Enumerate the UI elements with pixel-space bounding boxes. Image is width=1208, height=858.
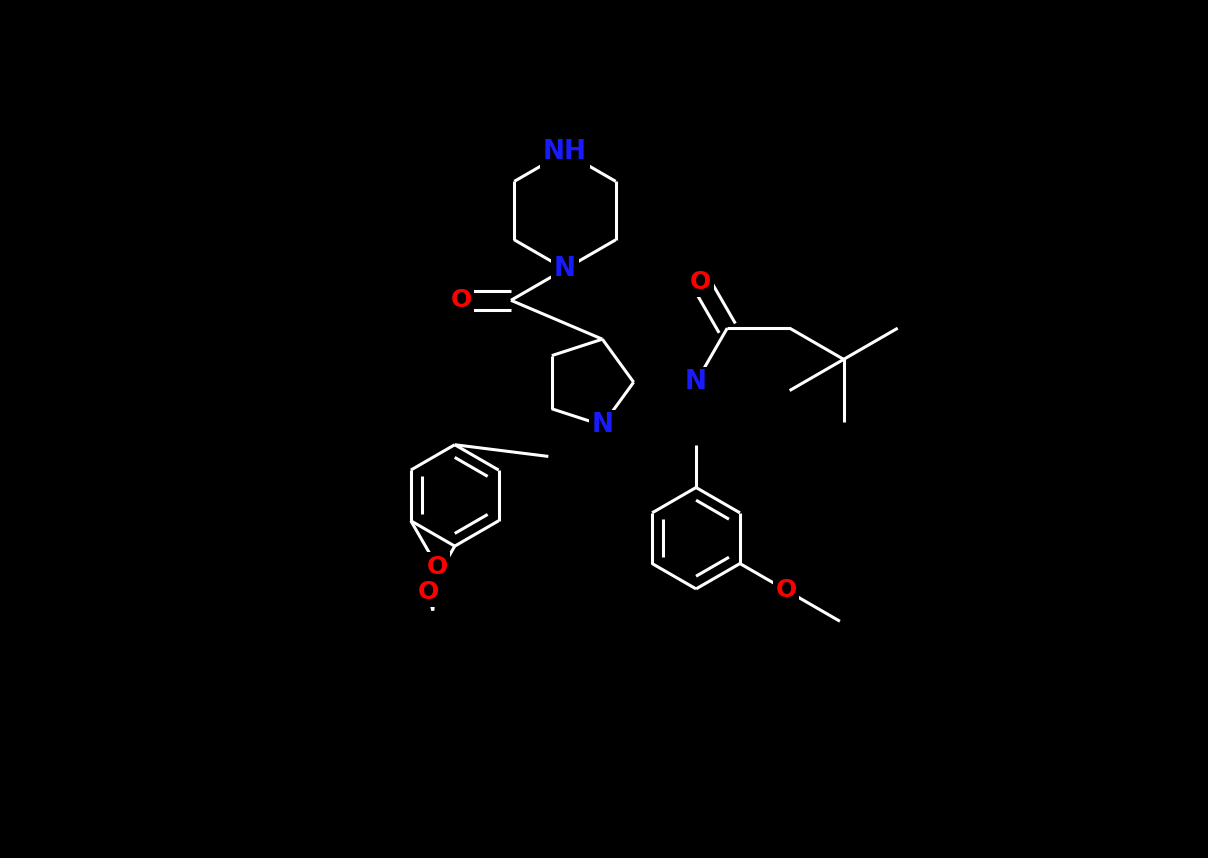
Text: O: O [418,580,439,604]
Text: O: O [426,555,448,578]
Text: O: O [690,270,712,294]
Text: O: O [776,578,796,602]
Text: N: N [554,256,576,282]
Text: O: O [451,288,471,312]
Text: N: N [592,412,614,438]
Text: N: N [685,369,707,396]
Text: NH: NH [544,139,587,165]
